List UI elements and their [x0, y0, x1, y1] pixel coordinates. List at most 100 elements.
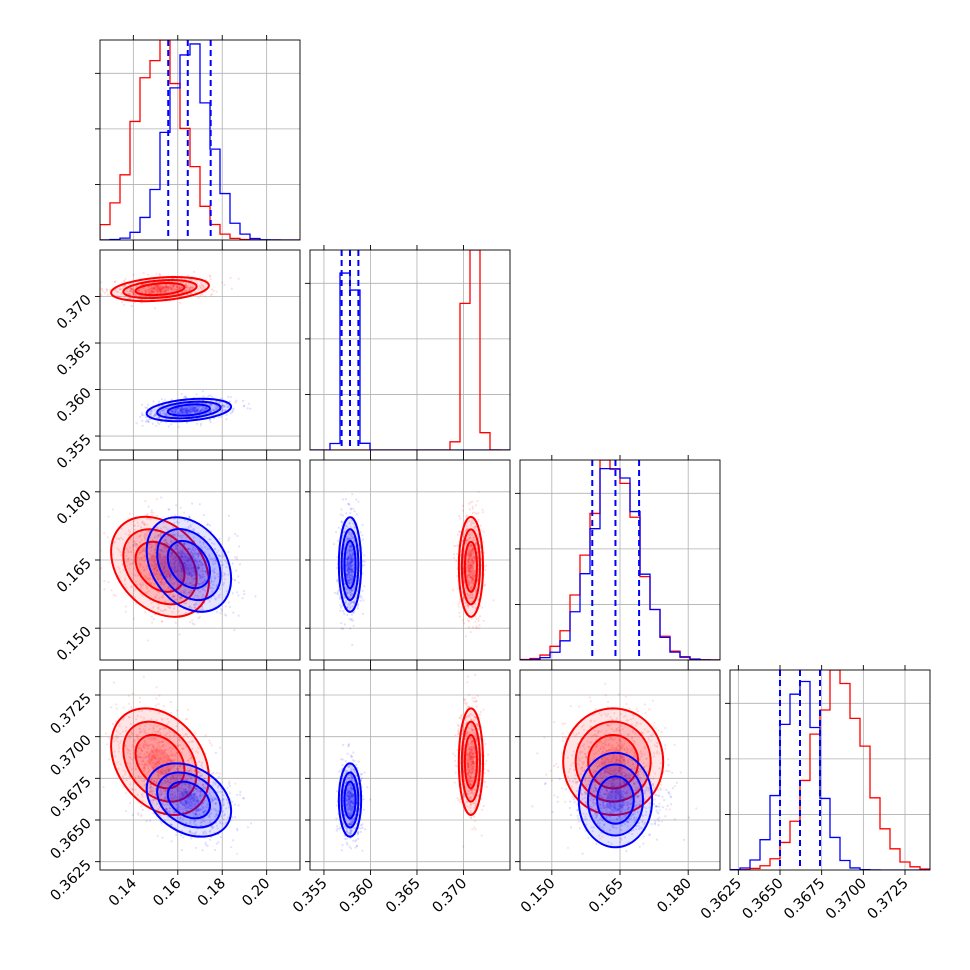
sample-point — [230, 287, 233, 290]
sample-point — [199, 409, 202, 412]
sample-point — [214, 548, 217, 551]
sample-point — [180, 567, 183, 571]
sample-point — [175, 598, 178, 601]
sample-point — [143, 725, 147, 728]
sample-point — [174, 412, 178, 415]
sample-point — [199, 424, 202, 427]
sample-point — [116, 736, 120, 739]
sample-point — [350, 534, 353, 537]
sample-point — [471, 553, 475, 556]
sample-point — [348, 555, 352, 558]
sample-point — [466, 564, 469, 567]
sample-point — [347, 532, 350, 535]
sample-point — [174, 769, 177, 773]
sample-point — [179, 550, 182, 553]
sample-point — [214, 597, 217, 600]
sample-point — [346, 561, 349, 564]
sample-point — [155, 686, 158, 689]
sample-point — [158, 770, 161, 774]
sample-point — [120, 293, 123, 296]
sample-point — [186, 778, 189, 781]
sample-point — [471, 522, 474, 525]
sample-point — [349, 559, 352, 562]
sample-point — [347, 502, 350, 505]
sample-point — [181, 787, 184, 790]
sample-point — [141, 521, 144, 525]
sample-point — [143, 568, 146, 571]
sample-point — [145, 419, 148, 422]
sample-point — [189, 783, 192, 787]
sample-point — [467, 559, 470, 562]
sample-point — [165, 414, 168, 417]
sample-point — [466, 565, 469, 568]
sample-point — [170, 409, 174, 412]
sample-point — [129, 290, 132, 293]
sample-point — [484, 583, 487, 587]
sample-point — [180, 411, 183, 414]
sample-point — [195, 552, 198, 555]
sample-point — [163, 779, 166, 782]
sample-point — [201, 783, 204, 786]
sample-point — [344, 542, 347, 546]
sample-point — [235, 399, 238, 402]
sample-point — [472, 555, 475, 559]
sample-point — [470, 570, 473, 573]
sample-point — [157, 284, 160, 287]
sample-point — [169, 286, 172, 289]
sample-point — [458, 615, 461, 618]
sample-point — [120, 527, 123, 530]
sample-point — [196, 603, 199, 606]
sample-point — [350, 554, 353, 557]
sample-point — [182, 735, 185, 738]
sample-point — [467, 560, 470, 563]
sample-point — [160, 578, 163, 581]
sample-point — [181, 407, 184, 410]
contour-series-0 — [110, 515, 210, 618]
sample-point — [126, 290, 129, 293]
sample-point — [187, 567, 190, 570]
sample-point — [121, 730, 124, 733]
sample-point — [174, 410, 177, 413]
sample-point — [162, 566, 165, 570]
sample-point — [159, 758, 162, 761]
sample-point — [346, 558, 349, 561]
sample-point — [150, 563, 153, 567]
sample-point — [125, 792, 128, 795]
sample-point — [350, 570, 353, 573]
sample-point — [190, 550, 193, 553]
sample-point — [185, 559, 188, 562]
sample-point — [128, 775, 131, 778]
sample-point — [477, 490, 480, 493]
sample-point — [233, 579, 236, 582]
sample-point — [166, 566, 169, 569]
sample-point — [198, 574, 201, 577]
sample-point — [186, 409, 189, 413]
density-fill — [157, 529, 221, 600]
sample-point — [157, 578, 160, 581]
sample-point — [188, 548, 192, 551]
sample-point — [173, 534, 176, 537]
sample-point — [166, 290, 169, 293]
sample-point — [179, 743, 182, 747]
panel-content — [100, 496, 257, 642]
sample-point — [348, 533, 351, 536]
sample-point — [170, 581, 173, 584]
sample-point — [201, 563, 204, 566]
sample-point — [164, 570, 167, 573]
sample-point — [466, 559, 469, 562]
sample-point — [138, 534, 141, 537]
sample-point — [156, 290, 159, 293]
sample-point — [139, 731, 142, 734]
sample-point — [345, 564, 348, 567]
sample-point — [184, 718, 187, 721]
sample-point — [185, 556, 188, 559]
sample-point — [136, 290, 139, 293]
sample-point — [177, 570, 180, 573]
sample-point — [134, 542, 137, 545]
sample-point — [170, 410, 173, 413]
sample-point — [335, 566, 339, 570]
sample-point — [470, 584, 473, 587]
sample-point — [178, 786, 181, 789]
sample-point — [188, 559, 191, 562]
sample-point — [151, 755, 154, 758]
